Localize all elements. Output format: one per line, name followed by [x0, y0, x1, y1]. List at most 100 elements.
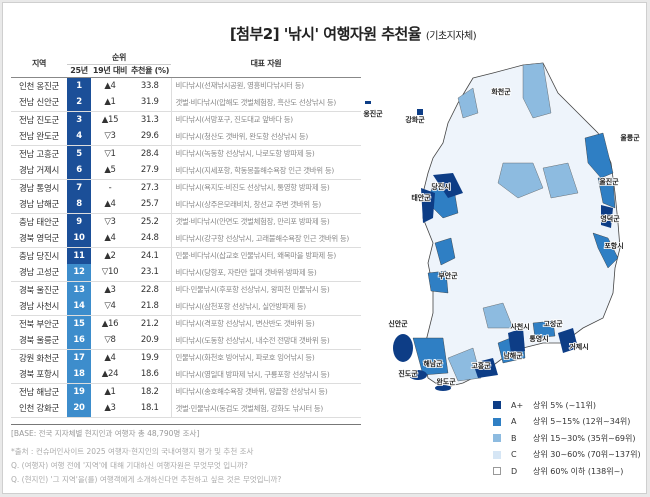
- ranking-table: 지역 순위 대표 자원 25년 19년 대비 추천율 (%) 인천 옹진군 1 ▲4…: [11, 51, 361, 418]
- table-row: 인천 옹진군 1 ▲4 33.8 비다낚시(선재낚시공원, 영흥비다낚시터 등): [11, 77, 361, 94]
- rank-change-cell: ▲5: [91, 162, 129, 180]
- legend-grade: D: [511, 466, 518, 476]
- rank-change-cell: ▲1: [104, 386, 116, 397]
- map-label: 남해군: [503, 351, 523, 360]
- table-row: 충남 태안군 9 ▽3 25.2 갯벌·비다낚시(안면도 갯벌체험장, 만리포 방파제 …: [11, 213, 361, 230]
- region-cell: 전북 부안군: [18, 319, 59, 330]
- legend-swatch: [493, 417, 501, 426]
- rank-change-cell: ▲3: [104, 284, 116, 295]
- rank-cell: 1: [67, 77, 91, 94]
- table-row: 전남 고흥군 5 ▽1 28.4 비다낚시(녹동항 선상낚시, 나로도항 방파제 등): [11, 145, 361, 162]
- base-note: [BASE: 전국 지자체별 현지인과 여행자 총 48,790명 조사]: [11, 424, 361, 439]
- rank-change-cell: ▲2: [104, 250, 116, 261]
- table-row: 경북 포항시 18 ▲24 18.6 비다낚시(영일대 방파제 낚시, 구룡포항 선상낚…: [11, 366, 361, 384]
- map-label: 고흥군: [471, 361, 491, 370]
- map-label: 옹진군: [363, 109, 383, 118]
- legend-grade: B: [511, 433, 517, 443]
- rank-change-cell: ▲16: [101, 318, 119, 329]
- rate-cell: 33.8: [140, 80, 159, 91]
- region-cell: 인천 옹진군: [18, 81, 59, 92]
- resource-cell: 비다낚시(서망포구, 진도대교 앞바다 등): [170, 111, 361, 128]
- rate-cell: 18.2: [140, 386, 159, 397]
- rank-cell: 18: [67, 366, 91, 384]
- header-rank25: 25년: [67, 64, 91, 78]
- rank-cell: 15: [67, 315, 91, 332]
- map-label: 부안군: [438, 271, 458, 280]
- rate-cell: 28.4: [140, 148, 159, 159]
- rate-cell: 27.3: [140, 182, 159, 193]
- rank-cell: 10: [67, 230, 91, 248]
- region-cell: 경남 거제시: [11, 162, 67, 180]
- resource-cell: 민물·비다낚시(삽교호 민물낚시터, 왜목마을 방파제 등): [170, 247, 361, 264]
- resource-cell: 비다낚시(영일대 방파제 낚시, 구룡포항 선상낚시 등): [170, 366, 361, 384]
- legend-desc: 상위 15~30% (35위~69위): [533, 433, 636, 443]
- legend-item: D 상위 60% 이하 (138위~): [493, 463, 641, 480]
- rate-cell: 21.8: [129, 298, 171, 316]
- rate-cell: 22.8: [140, 284, 159, 295]
- rate-cell: 19.9: [140, 352, 159, 363]
- rate-cell: 25.7: [129, 196, 171, 214]
- rate-cell: 29.6: [129, 128, 171, 146]
- region-cell: 경북 포항시: [11, 366, 67, 384]
- table-row: 경남 남해군 8 ▲4 25.7 비다낚시(상주은모래비치, 창선교 주변 갯바위 등): [11, 196, 361, 214]
- region-cell: 인천 강화군: [11, 400, 67, 418]
- rank-cell: 8: [67, 196, 91, 214]
- map-label: 거제시: [569, 342, 588, 351]
- legend-item: C 상위 30~60% (70위~137위): [493, 447, 641, 464]
- rank-change-cell: -: [108, 182, 112, 193]
- legend-grade: A: [511, 417, 517, 427]
- map-label: 화천군: [491, 87, 511, 96]
- table-row: 경북 영덕군 10 ▲4 24.8 비다낚시(강구항 선상낚시, 고래불해수욕장 인근 …: [11, 230, 361, 248]
- map-label: 진도군: [398, 369, 418, 378]
- table-row: 전남 완도군 4 ▽3 29.6 비다낚시(청산도 갯바위, 완도항 선상낚시 등): [11, 128, 361, 146]
- resource-cell: 갯벌·민물낚시(동검도 갯벌체험, 강화도 낚시터 등): [170, 400, 361, 418]
- table-row: 경남 거제시 6 ▲5 27.9 비다낚시(지세포항, 학동몽돌해수욕장 인근 갯바위 …: [11, 162, 361, 180]
- rate-cell: 23.1: [129, 264, 171, 282]
- table-row: 경남 통영시 7 - 27.3 비다낚시(욕지도·비진도 선상낚시, 통영항 방파제 등…: [11, 179, 361, 196]
- rank-cell: 17: [67, 349, 91, 366]
- header-vs19: 19년 대비: [91, 64, 129, 78]
- rank-change-cell: ▲3: [91, 400, 129, 418]
- map-label: 통영시: [529, 334, 548, 343]
- region-cell: 전남 해남군: [18, 387, 59, 398]
- map-label: 고성군: [543, 319, 563, 328]
- legend-grade: A+: [511, 400, 524, 410]
- rank-change-cell: ▲15: [101, 114, 119, 125]
- legend-swatch: [493, 434, 501, 443]
- rank-change-cell: ▽1: [104, 148, 116, 159]
- rank-change-cell: ▲4: [104, 80, 116, 91]
- rate-cell: 31.9: [129, 94, 171, 112]
- rank-cell: 9: [67, 213, 91, 230]
- table-row: 경남 고성군 12 ▽10 23.1 비다낚시(당항포, 자란만 일대 갯바위·방파제 …: [11, 264, 361, 282]
- map-label: 영덕군: [600, 214, 620, 223]
- region-cell: 강원 화천군: [18, 353, 59, 364]
- rank-change-cell: ▲24: [91, 366, 129, 384]
- rank-cell: 7: [67, 179, 91, 196]
- note: Q. (현지인) '그 지역'을(를) 여행객에게 소개하신다면 추천하고 싶은…: [11, 475, 282, 484]
- table-row: 강원 화천군 17 ▲4 19.9 민물낚시(화천호 빙어낚시, 파로호 잉어낚시 등): [11, 349, 361, 366]
- region-cell: 전남 진도군: [18, 115, 59, 126]
- resource-cell: 비다낚시(당항포, 자란만 일대 갯바위·방파제 등): [170, 264, 361, 282]
- rate-cell: 21.2: [140, 318, 159, 329]
- legend-item: A+ 상위 5% (~11위): [493, 397, 641, 414]
- legend-swatch: [493, 401, 501, 410]
- legend-grade: C: [511, 450, 517, 460]
- map-label: 강화군: [405, 115, 425, 124]
- header-rate: 추천율 (%): [129, 64, 171, 78]
- rate-cell: 24.8: [129, 230, 171, 248]
- resource-cell: 비다낚시(욕지도·비진도 선상낚시, 통영항 방파제 등): [170, 179, 361, 196]
- table-row: 전북 부안군 15 ▲16 21.2 비다낚시(격포항 선상낚시, 변산반도 갯바위 등…: [11, 315, 361, 332]
- map-legend: A+ 상위 5% (~11위) A 상위 5~15% (12위~34위) B 상위 15~…: [493, 397, 641, 480]
- rank-change-cell: ▽3: [104, 216, 116, 227]
- table-row: 경남 사천시 14 ▽4 21.8 비다낚시(삼천포항 선상낚시, 실안방파제 등): [11, 298, 361, 316]
- resource-cell: 비다낚시(강구항 선상낚시, 고래불해수욕장 인근 갯바위 등): [170, 230, 361, 248]
- note: *출처 : 컨슈머인사이트 2025 여행자·현지인의 국내여행지 평가 및 추…: [11, 447, 254, 456]
- rank-cell: 4: [67, 128, 91, 146]
- region-cell: 전남 완도군: [11, 128, 67, 146]
- resource-cell: 갯벌·비다낚시(안면도 갯벌체험장, 만리포 방파제 등): [170, 213, 361, 230]
- rank-change-cell: ▽4: [91, 298, 129, 316]
- rate-cell: 24.1: [140, 250, 159, 261]
- rank-cell: 13: [67, 281, 91, 298]
- legend-item: A 상위 5~15% (12위~34위): [493, 414, 641, 431]
- page-title: [첨부2] '낚시' 여행자원 추천율 (기초지자체): [229, 25, 477, 43]
